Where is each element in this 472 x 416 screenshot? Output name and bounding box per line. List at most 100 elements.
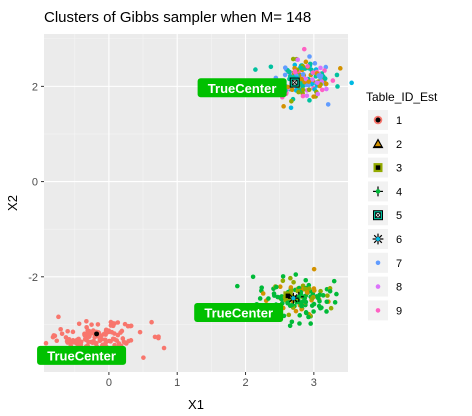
data-point [137, 329, 143, 335]
data-point [65, 328, 70, 334]
data-point [309, 303, 315, 308]
data-point [56, 314, 61, 320]
data-point [307, 54, 312, 59]
data-point [59, 331, 65, 337]
data-point [54, 338, 60, 344]
true-center-text: TrueCenter [208, 81, 277, 96]
data-point [323, 81, 329, 87]
legend-label: 5 [396, 210, 402, 222]
true-center-box [37, 345, 127, 365]
data-point [253, 67, 258, 72]
y-tick-label: 0 [32, 177, 38, 189]
legend-item-4: 4 [368, 181, 402, 202]
data-point [78, 339, 84, 345]
annotations: TrueCenter TrueCenter TrueCenter [37, 78, 287, 365]
data-point [282, 72, 288, 78]
data-point [291, 279, 296, 285]
true-center-label: TrueCenter [37, 345, 127, 365]
data-point [306, 314, 311, 320]
data-point [312, 288, 317, 293]
data-point [110, 336, 116, 342]
x-tick-label: 1 [174, 377, 180, 389]
data-point [325, 293, 330, 298]
data-point [84, 319, 89, 324]
data-point [306, 82, 311, 88]
legend-label: 7 [396, 258, 402, 270]
legend-label: 8 [396, 282, 402, 294]
y-tick-label: 2 [32, 81, 38, 93]
data-point [285, 84, 291, 90]
data-point [319, 87, 325, 93]
data-point [335, 84, 340, 89]
data-point [280, 278, 286, 284]
data-point [274, 284, 279, 290]
data-point [306, 87, 312, 93]
data-point [295, 57, 301, 63]
data-point [312, 61, 318, 66]
data-point [337, 66, 343, 71]
x-axis-title: X1 [188, 397, 204, 412]
data-point [149, 319, 154, 325]
data-point [287, 69, 292, 75]
legend-item-5: 5 [368, 205, 402, 226]
data-point [103, 328, 109, 334]
center-markers [92, 77, 304, 339]
true-center-text: TrueCenter [47, 348, 116, 363]
data-point [293, 272, 299, 277]
data-point [322, 68, 327, 73]
chart-title: Clusters of Gibbs sampler when M= 148 [44, 9, 311, 26]
data-point [76, 321, 82, 327]
marker-dot [375, 117, 381, 123]
data-point [122, 321, 128, 327]
data-point [310, 70, 316, 75]
data-point [121, 339, 127, 345]
axis-ticks: 0 1 2 3 -2 0 2 [28, 81, 317, 389]
legend-item-2: 2 [368, 133, 402, 154]
y-axis-title: X2 [5, 195, 20, 211]
data-point [271, 291, 277, 296]
data-point [281, 104, 286, 109]
data-point [89, 322, 94, 327]
data-point [317, 292, 323, 298]
data-point [289, 319, 295, 325]
data-point [299, 303, 304, 309]
data-point [297, 321, 302, 326]
data-point [311, 94, 316, 99]
data-point [156, 334, 161, 339]
x-tick-label: 0 [106, 377, 112, 389]
data-point [282, 65, 288, 71]
data-point [318, 73, 324, 79]
legend-marker [372, 138, 384, 149]
marker-line [291, 79, 298, 86]
data-point [292, 62, 298, 68]
data-point [317, 83, 323, 89]
data-point [58, 326, 63, 332]
data-point [289, 87, 295, 93]
true-center-label: TrueCenter [194, 302, 284, 322]
marker-dot [291, 296, 296, 301]
center-marker-3 [283, 291, 293, 301]
data-point [299, 76, 304, 82]
data-point [70, 329, 76, 335]
data-point [257, 296, 263, 301]
data-point [318, 65, 323, 71]
x-tick-label: 3 [311, 377, 317, 389]
marker-dot [375, 189, 381, 194]
data-point [324, 86, 329, 92]
data-point [328, 305, 334, 311]
data-point [316, 303, 322, 309]
legend-marker [372, 233, 384, 245]
legend-marker [373, 163, 383, 173]
data-point [286, 312, 292, 318]
data-point [84, 324, 89, 330]
legend-marker [375, 308, 381, 313]
data-point [287, 323, 293, 329]
data-point [293, 308, 299, 314]
data-point [327, 288, 333, 294]
data-point [330, 78, 336, 83]
data-point [300, 93, 306, 99]
data-point [63, 335, 69, 340]
data-point [292, 69, 298, 75]
data-point [235, 283, 240, 289]
data-point [349, 80, 354, 86]
